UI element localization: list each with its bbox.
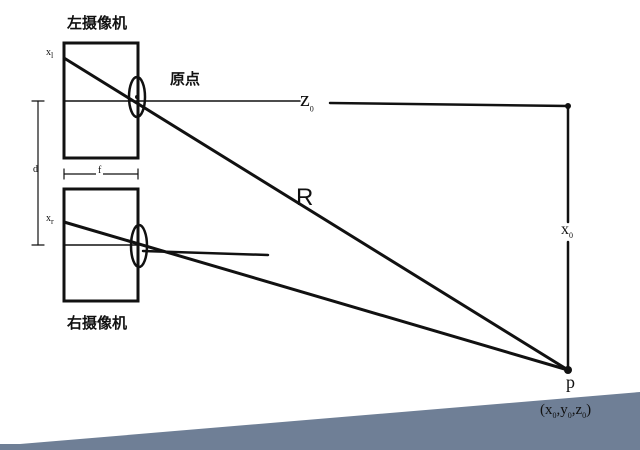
origin-label: 原点 [170,70,201,88]
z0-distance-line [328,101,570,108]
p-coordinates: (x0,y0,z0) [540,402,592,420]
right-camera-label: 右摄像机 [67,314,128,332]
d-label: d [33,164,38,175]
left-ray-r [62,56,570,372]
right-ray [62,220,570,372]
left-camera-label: 左摄像机 [67,14,128,32]
pointer-line [141,249,270,257]
xl-label: xl [46,47,54,60]
z0-end-dot [565,103,571,109]
origin-dot [135,95,139,99]
r-label: R [296,184,314,211]
point-p-dot [564,366,572,374]
x0-label: x0 [561,221,573,241]
xr-label: xr [46,213,54,226]
p-label: p [566,372,575,392]
f-label: f [96,165,104,176]
z0-label: z0 [300,86,314,114]
